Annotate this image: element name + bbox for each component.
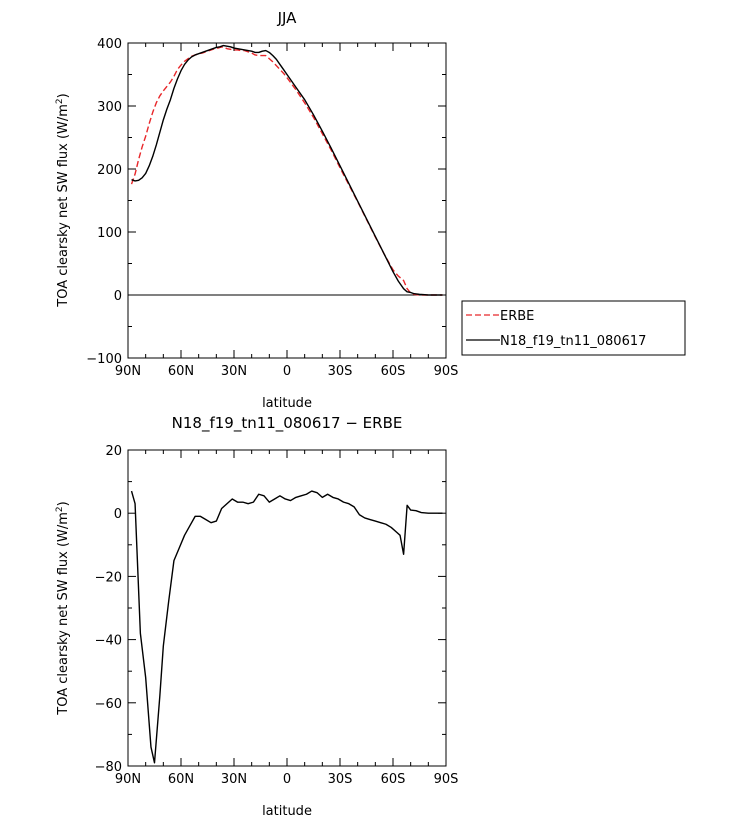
top-xtick-label: 90N [115, 364, 141, 379]
top-xtick-label: 60N [168, 364, 194, 379]
top-ytick-label: −100 [86, 352, 122, 367]
top-panel: JJA 90N 60N 30N 0 30S 60S 90S −100 0 100 200 300 400… [55, 9, 686, 411]
bottom-ytick-label: −60 [95, 697, 122, 712]
top-xtick-label: 30S [328, 364, 353, 379]
legend: ERBE N18_f19_tn11_080617 [461, 300, 686, 356]
top-xtick-label: 90S [434, 364, 459, 379]
bottom-xtick-label: 30N [221, 772, 247, 787]
bottom-xtick-label: 90S [434, 772, 459, 787]
top-ytick-label: 0 [114, 289, 122, 304]
bottom-xtick-label: 60N [168, 772, 194, 787]
bottom-ytick-label: −80 [95, 760, 122, 775]
bottom-y-axis-label: TOA clearsky net SW flux (W/m2) [55, 501, 71, 715]
bottom-plot-frame [127, 449, 447, 767]
top-x-axis-label: latitude [262, 396, 312, 411]
top-ytick-label: 300 [97, 100, 122, 115]
top-series-line-0 [130, 46, 443, 296]
top-xtick-label: 60S [381, 364, 406, 379]
legend-label-erbe: ERBE [500, 309, 534, 324]
top-ytick-label: 400 [97, 37, 122, 52]
bottom-xtick-label: 30S [328, 772, 353, 787]
top-series [130, 44, 443, 296]
bottom-xtick-label: 0 [283, 772, 291, 787]
bottom-series [130, 490, 443, 764]
top-y-axis-label: TOA clearsky net SW flux (W/m2) [55, 93, 71, 307]
bottom-ticks: 90N 60N 30N 0 30S 60S 90S −80 −60 −40 −20 0 20 [95, 444, 459, 787]
bottom-xtick-label: 90N [115, 772, 141, 787]
bottom-chart-title: N18_f19_tn11_080617 − ERBE [172, 414, 403, 433]
top-plot-frame [127, 42, 447, 359]
legend-box [461, 300, 686, 356]
bottom-xtick-label: 60S [381, 772, 406, 787]
top-series-line-1 [131, 44, 443, 296]
top-ytick-label: 200 [97, 163, 122, 178]
top-chart-title: JJA [277, 9, 298, 27]
bottom-ytick-label: −20 [95, 570, 122, 585]
bottom-panel: N18_f19_tn11_080617 − ERBE 90N 60N 30N 0 30S… [55, 414, 458, 819]
bottom-ytick-label: 20 [105, 444, 122, 459]
bottom-x-axis-label: latitude [262, 804, 312, 819]
top-ticks: 90N 60N 30N 0 30S 60S 90S −100 0 100 200 300 400 [86, 37, 458, 379]
bottom-series-line-0 [130, 490, 443, 764]
top-xtick-label: 30N [221, 364, 247, 379]
top-xtick-label: 0 [283, 364, 291, 379]
bottom-ytick-label: 0 [114, 507, 122, 522]
top-ytick-label: 100 [97, 226, 122, 241]
legend-label-model: N18_f19_tn11_080617 [500, 334, 646, 349]
bottom-ytick-label: −40 [95, 634, 122, 649]
